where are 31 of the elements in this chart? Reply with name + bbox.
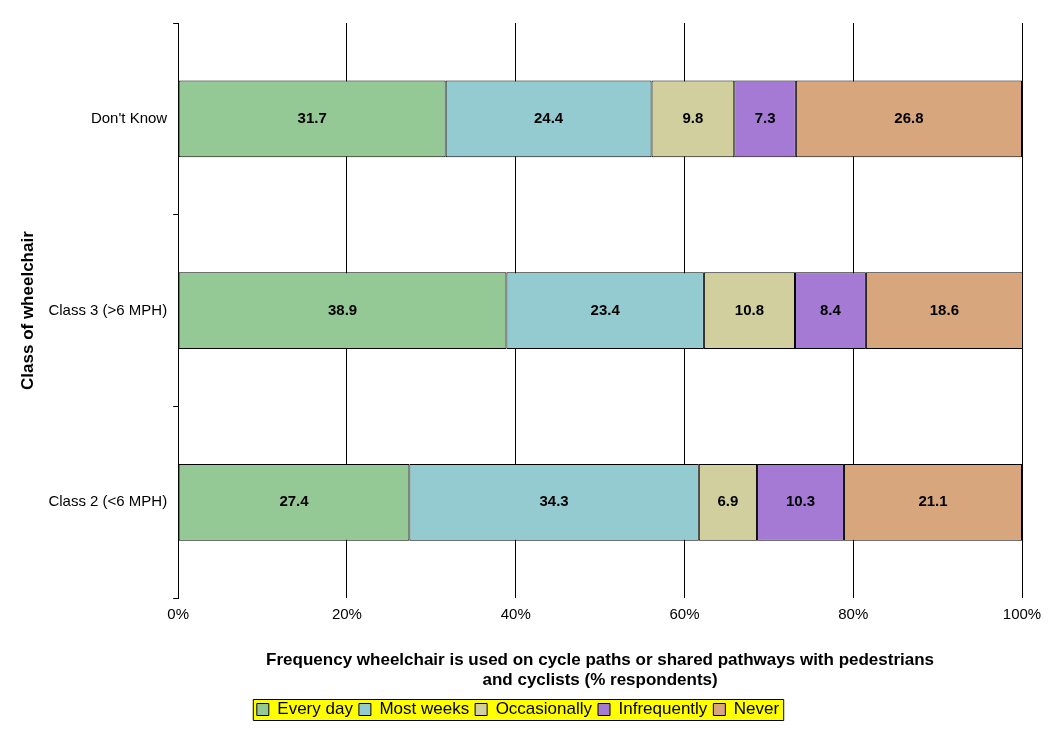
data-label: 31.7: [297, 109, 327, 127]
data-label: 24.4: [534, 109, 564, 127]
legend-label: Occasionally: [495, 699, 593, 719]
y-tick-label: Class 2 (<6 MPH): [48, 492, 168, 510]
data-label: 6.9: [717, 492, 739, 510]
y-axis-title: Class of wheelchair: [17, 230, 37, 390]
legend-label: Every day: [277, 699, 354, 719]
legend-label: Never: [733, 699, 780, 719]
y-tick-label: Class 3 (>6 MPH): [48, 300, 168, 318]
x-tick-label: 60%: [669, 605, 700, 623]
x-tick-label: 0%: [167, 605, 190, 623]
y-tick-label: Don't Know: [90, 109, 168, 127]
legend-label: Most weeks: [379, 699, 470, 719]
data-label: 7.3: [754, 109, 776, 127]
data-label: 8.4: [820, 300, 842, 318]
x-axis-title: Frequency wheelchair is used on cycle paths or shared pathways with pedestrians and cyclists (% respondents): [266, 650, 935, 690]
data-label: 10.8: [734, 300, 765, 318]
data-label: 21.1: [918, 492, 948, 510]
data-label: 10.3: [785, 492, 816, 510]
legend-label: Infrequently: [618, 699, 708, 719]
data-label: 34.3: [539, 492, 569, 510]
data-label: 27.4: [279, 492, 310, 510]
data-label: 18.6: [929, 300, 959, 318]
data-label: 26.8: [894, 109, 924, 127]
x-tick-label: 20%: [331, 605, 362, 623]
x-tick-label: 40%: [500, 605, 531, 623]
x-tick-label: 80%: [838, 605, 869, 623]
data-label: 23.4: [590, 300, 621, 318]
data-label: 9.8: [682, 109, 704, 127]
x-tick-label: 100%: [1002, 605, 1042, 623]
data-label: 38.9: [327, 300, 358, 318]
